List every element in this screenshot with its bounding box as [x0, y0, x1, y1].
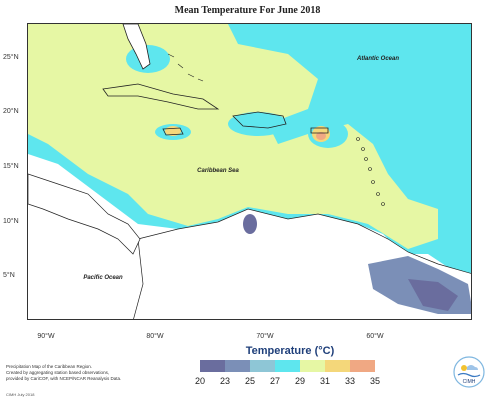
- cool-zone-maracaibo: [243, 214, 257, 234]
- credit-line-1: Precipitation Map of the Caribbean Regio…: [6, 364, 93, 369]
- legend-swatch: [250, 360, 275, 372]
- legend-title: Temperature (°C): [245, 345, 335, 357]
- caribbean-sea-label: Caribbean Sea: [197, 168, 239, 174]
- jamaica-outline: [162, 127, 184, 136]
- legend-color-bar: [200, 360, 375, 372]
- legend-swatch: [275, 360, 300, 372]
- legend-swatch: [300, 360, 325, 372]
- legend-tick-label: 33: [344, 376, 356, 386]
- credit-line-3: provided by CariCOF, with NCEP/NCAR Rean…: [6, 376, 122, 381]
- lat-label-25n: 25°N: [3, 54, 19, 61]
- svg-text:CIMH: CIMH: [463, 379, 476, 385]
- lesser-antilles: [356, 137, 385, 206]
- temperature-map: Atlantic Ocean Caribbean Sea Pacific Oce…: [27, 23, 472, 320]
- lon-label-90w: 90°W: [37, 333, 55, 340]
- legend-tick-label: 20: [194, 376, 206, 386]
- legend-tick-label: 27: [269, 376, 281, 386]
- puerto-rico-outline: [310, 127, 329, 134]
- cuba-outline: [102, 83, 220, 110]
- hot-spot-puerto-rico: [316, 132, 326, 140]
- legend-tick-label: 25: [244, 376, 256, 386]
- lat-label-10n: 10°N: [3, 218, 19, 225]
- hispaniola-outline: [232, 111, 287, 129]
- cyan-pocket-hispaniola: [228, 112, 288, 136]
- atlantic-ocean-label: Atlantic Ocean: [356, 56, 399, 62]
- lat-label-15n: 15°N: [3, 163, 19, 170]
- legend-tick-label: 23: [219, 376, 231, 386]
- legend-swatch: [350, 360, 375, 372]
- map-canvas: Atlantic Ocean Caribbean Sea Pacific Oce…: [28, 24, 471, 319]
- map-title: Mean Temperature For June 2018: [174, 5, 321, 16]
- cimh-logo: CIMH: [452, 355, 486, 389]
- lon-label-70w: 70°W: [256, 333, 274, 340]
- pacific-ocean-label: Pacific Ocean: [83, 275, 123, 281]
- credit-date: CIMH July 2018: [6, 392, 35, 397]
- legend-swatch: [325, 360, 350, 372]
- legend-swatch: [200, 360, 225, 372]
- lat-label-20n: 20°N: [3, 108, 19, 115]
- legend-swatch: [225, 360, 250, 372]
- legend-tick-label: 31: [319, 376, 331, 386]
- lon-label-80w: 80°W: [146, 333, 164, 340]
- bahamas-islands: [167, 53, 204, 82]
- credit-line-2: Created by aggregating station based obs…: [6, 370, 110, 375]
- lat-label-5n: 5°N: [3, 272, 15, 279]
- map-credit: Precipitation Map of the Caribbean Regio…: [6, 364, 146, 382]
- legend-tick-label: 29: [294, 376, 306, 386]
- florida-land: [122, 24, 151, 70]
- lon-label-60w: 60°W: [366, 333, 384, 340]
- legend-tick-label: 35: [369, 376, 381, 386]
- coldest-zone-guiana: [408, 279, 458, 311]
- legend-ticks: 20 23 25 27 29 31 33 35: [195, 376, 385, 388]
- central-america-land: [28, 173, 141, 255]
- yellow-zone: [28, 24, 438, 249]
